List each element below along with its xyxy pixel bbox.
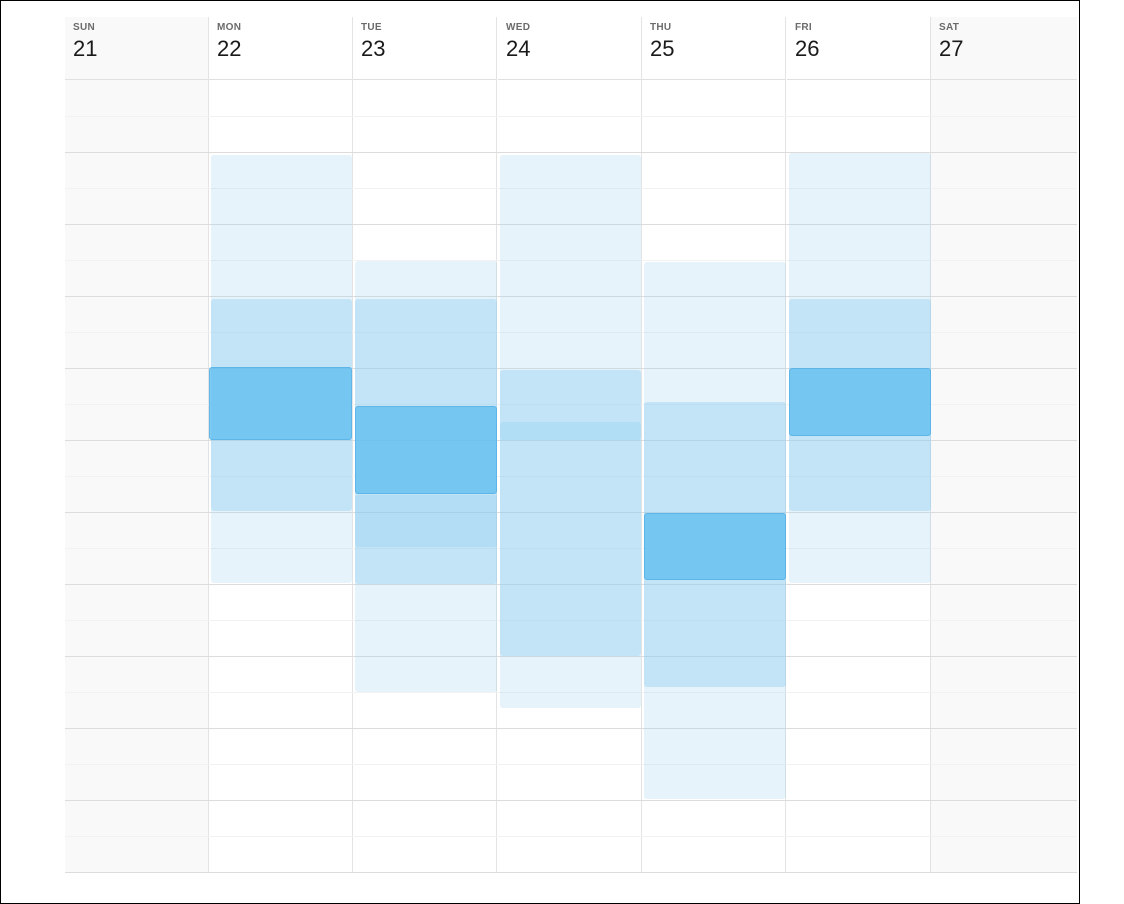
half-hour-line — [65, 764, 1077, 765]
event-block-selected[interactable] — [355, 406, 497, 494]
half-hour-line — [65, 188, 1077, 189]
half-hour-line — [65, 548, 1077, 549]
day-header: TUE 23 — [353, 17, 496, 80]
day-header: SUN 21 — [65, 17, 208, 80]
half-hour-line — [65, 836, 1077, 837]
day-of-week-label: SUN — [73, 22, 96, 33]
hour-line — [65, 296, 1077, 297]
event-block[interactable] — [355, 495, 497, 547]
day-of-week-label: TUE — [361, 22, 382, 33]
window-frame: SUN 21 MON 22 TUE 23 WED 24 THU — [0, 0, 1080, 904]
event-block[interactable] — [500, 155, 641, 708]
day-of-week-label: FRI — [795, 22, 813, 33]
hour-line — [65, 512, 1077, 513]
day-number[interactable]: 23 — [361, 36, 386, 61]
hour-line — [65, 368, 1077, 369]
day-header: THU 25 — [642, 17, 785, 80]
half-hour-line — [65, 692, 1077, 693]
day-column-fri[interactable]: FRI 26 — [787, 17, 931, 873]
half-hour-line — [65, 332, 1077, 333]
day-of-week-label: SAT — [939, 22, 960, 33]
hour-line — [65, 872, 1077, 873]
day-number[interactable]: 24 — [506, 36, 531, 61]
day-header: MON 22 — [209, 17, 352, 80]
day-header: FRI 26 — [787, 17, 930, 80]
event-block-selected[interactable] — [209, 367, 352, 440]
week-calendar: SUN 21 MON 22 TUE 23 WED 24 THU — [65, 17, 1077, 873]
day-column-mon[interactable]: MON 22 — [209, 17, 353, 873]
event-block[interactable] — [500, 422, 641, 440]
day-of-week-label: MON — [217, 22, 242, 33]
day-number[interactable]: 27 — [939, 36, 964, 61]
day-number[interactable]: 26 — [795, 36, 820, 61]
day-number[interactable]: 22 — [217, 36, 242, 61]
half-hour-line — [65, 260, 1077, 261]
half-hour-line — [65, 116, 1077, 117]
day-header: SAT 27 — [931, 17, 1077, 80]
half-hour-line — [65, 620, 1077, 621]
half-hour-line — [65, 476, 1077, 477]
event-block-selected[interactable] — [789, 368, 931, 436]
day-header: WED 24 — [498, 17, 641, 80]
hour-line — [65, 224, 1077, 225]
day-of-week-label: THU — [650, 22, 672, 33]
day-column-thu[interactable]: THU 25 — [642, 17, 786, 873]
half-hour-line — [65, 404, 1077, 405]
day-number[interactable]: 25 — [650, 36, 675, 61]
day-column-wed[interactable]: WED 24 — [498, 17, 642, 873]
hour-line — [65, 656, 1077, 657]
hour-line — [65, 728, 1077, 729]
hour-line — [65, 584, 1077, 585]
hour-line — [65, 440, 1077, 441]
day-of-week-label: WED — [506, 22, 531, 33]
hour-line — [65, 800, 1077, 801]
day-number[interactable]: 21 — [73, 36, 98, 61]
day-column-sun[interactable]: SUN 21 — [65, 17, 209, 873]
day-column-sat[interactable]: SAT 27 — [931, 17, 1077, 873]
hour-line — [65, 152, 1077, 153]
event-block[interactable] — [500, 370, 641, 656]
event-block-selected[interactable] — [644, 513, 786, 580]
